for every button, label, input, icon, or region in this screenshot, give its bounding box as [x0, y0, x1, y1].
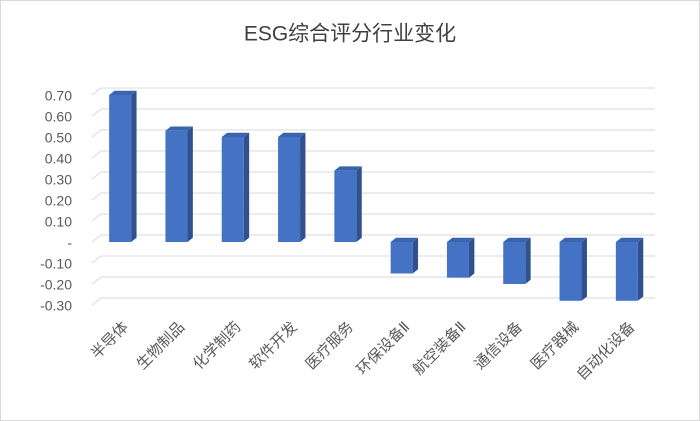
y-tick-label: 0.10 [45, 214, 72, 230]
bar-side [243, 132, 250, 242]
y-tick-label: -0.10 [40, 256, 72, 272]
bar-top [390, 237, 419, 242]
bar-top [446, 237, 475, 242]
y-tick-label: 0.20 [45, 193, 72, 209]
grid-line [91, 129, 655, 138]
chart-title: ESG综合评分行业变化 [244, 23, 456, 46]
y-tick-label: 0.60 [45, 109, 72, 125]
y-tick-label: -0.20 [40, 277, 72, 293]
bar-top [334, 166, 362, 171]
bar-top [503, 237, 531, 242]
y-tick-label: 0.40 [45, 151, 72, 167]
bar-top [278, 132, 306, 137]
y-tick-label: 0.70 [45, 88, 72, 104]
bar-side [412, 237, 419, 274]
bar-top [559, 237, 587, 242]
bar-top [109, 90, 137, 95]
y-tick-label: 0.50 [45, 130, 72, 146]
bar [334, 170, 357, 242]
bar-side [300, 132, 306, 242]
grid-line [91, 276, 655, 285]
bar-side [187, 126, 193, 242]
bar [278, 137, 301, 242]
bar-side [637, 237, 644, 301]
bar [390, 242, 413, 274]
bar-side [525, 237, 531, 284]
bar [446, 242, 469, 278]
grid-line [91, 171, 655, 180]
bar-top [221, 132, 250, 137]
grid-line [91, 150, 655, 159]
bar-side [468, 237, 475, 278]
bar [559, 242, 582, 301]
bar [221, 137, 244, 242]
bar-side [581, 237, 587, 301]
y-tick-label: - [67, 235, 72, 251]
bar-side [356, 166, 362, 242]
grid-line [91, 108, 655, 117]
y-tick-label: 0.30 [45, 172, 72, 188]
bar-top [165, 126, 193, 131]
grid-line [91, 213, 655, 222]
grid-line [91, 87, 655, 96]
bar-side [131, 90, 137, 242]
bar [503, 242, 526, 284]
grid-line [91, 297, 655, 306]
bar-top [615, 237, 644, 242]
grid-line [91, 234, 655, 243]
bar [615, 242, 638, 301]
y-tick-label: -0.30 [40, 298, 72, 314]
bar [109, 95, 132, 242]
bar [165, 130, 188, 242]
grid-line [91, 192, 655, 201]
